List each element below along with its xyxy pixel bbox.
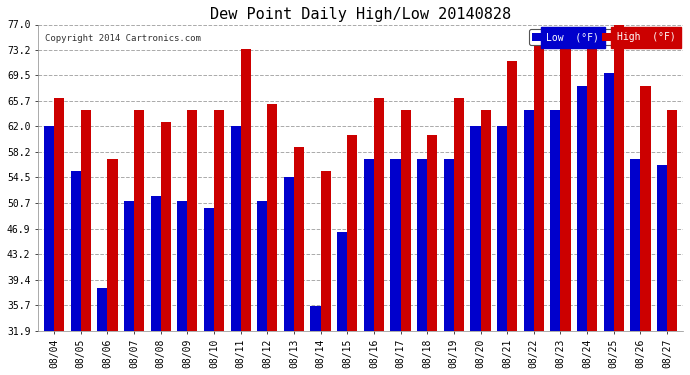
Bar [337,232,347,331]
Bar [427,135,437,331]
Bar [507,61,518,331]
Bar [347,135,357,331]
Bar [177,201,187,331]
Bar [267,104,277,331]
Bar [480,110,491,331]
Text: Copyright 2014 Cartronics.com: Copyright 2014 Cartronics.com [45,34,200,43]
Bar [614,24,624,331]
Bar [497,126,507,331]
Bar [560,37,571,331]
Bar [124,201,134,331]
Bar [667,110,677,331]
Bar [230,126,241,331]
Bar [294,147,304,331]
Bar [310,306,321,331]
Bar [284,177,294,331]
Bar [241,49,250,331]
Bar [54,98,64,331]
Bar [524,110,534,331]
Bar [364,159,374,331]
Bar [534,37,544,331]
Bar [134,110,144,331]
Bar [150,196,161,331]
Bar [204,208,214,331]
Bar [577,86,587,331]
Bar [657,165,667,331]
Bar [444,159,454,331]
Bar [81,110,91,331]
Bar [108,159,117,331]
Bar [70,171,81,331]
Bar [214,110,224,331]
Bar [97,288,108,331]
Bar [471,126,480,331]
Bar [321,171,331,331]
Bar [454,98,464,331]
Bar [161,122,171,331]
Bar [401,110,411,331]
Bar [374,98,384,331]
Bar [587,37,598,331]
Bar [417,159,427,331]
Bar [604,74,614,331]
Bar [44,126,54,331]
Bar [187,110,197,331]
Bar [391,159,401,331]
Legend: Low  (°F), High  (°F): Low (°F), High (°F) [529,29,678,45]
Title: Dew Point Daily High/Low 20140828: Dew Point Daily High/Low 20140828 [210,7,511,22]
Bar [257,201,267,331]
Bar [551,110,560,331]
Bar [630,159,640,331]
Bar [640,86,651,331]
